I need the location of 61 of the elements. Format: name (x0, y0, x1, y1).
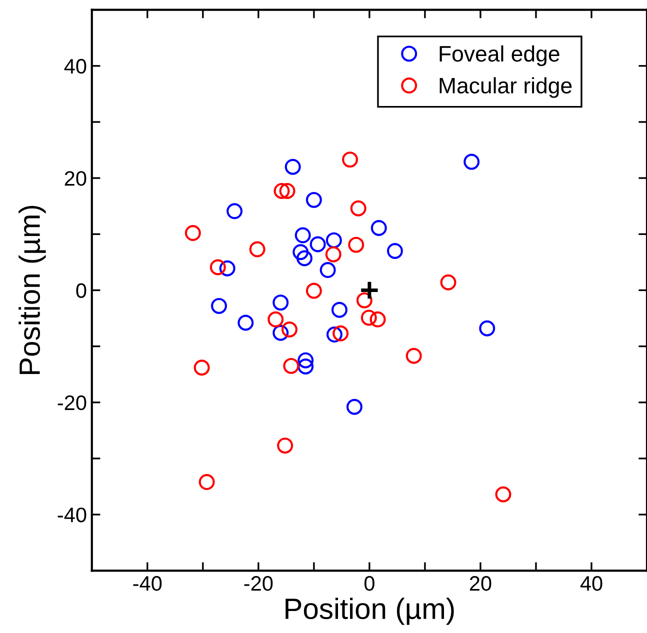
point (331, 302, 348, 318)
point (249, 241, 266, 258)
point (320, 262, 336, 278)
point (370, 311, 386, 328)
point (495, 486, 512, 502)
point (210, 259, 226, 276)
point (479, 320, 496, 336)
point (298, 358, 314, 374)
point (332, 325, 349, 342)
point (284, 158, 301, 175)
point (370, 220, 387, 236)
point (406, 348, 422, 364)
point (306, 192, 322, 208)
point (360, 310, 377, 326)
point (440, 274, 456, 290)
point (272, 294, 289, 311)
point (350, 200, 366, 216)
point (282, 322, 298, 338)
legend-label: Macular ridge (440, 77, 572, 98)
y-tick-label: -20 (58, 395, 86, 410)
point (198, 474, 215, 490)
point (219, 260, 236, 276)
x-tick-label: 0 (364, 576, 374, 591)
point (292, 244, 309, 260)
x-tick-label: -40 (133, 576, 162, 591)
y-tick-label: 20 (64, 171, 86, 186)
y-axis-title: Position (µm) (18, 206, 46, 374)
point (326, 326, 342, 343)
point (306, 282, 322, 299)
point (464, 154, 480, 170)
point (279, 182, 296, 199)
point (268, 311, 284, 328)
point (283, 358, 300, 374)
point (342, 152, 358, 168)
point (294, 227, 311, 244)
x-tick-label: -20 (244, 576, 273, 591)
point (348, 236, 364, 253)
point (356, 292, 372, 308)
point (211, 298, 227, 314)
point (277, 438, 294, 454)
x-tick-label: 40 (580, 576, 602, 591)
point (184, 225, 201, 242)
point (274, 182, 290, 199)
legend-label: Foveal edge (440, 45, 560, 66)
point (238, 314, 254, 331)
x-axis-title: Position (µm) (286, 598, 454, 625)
x-tick-label: 20 (470, 576, 492, 591)
point (386, 242, 403, 259)
point (272, 324, 289, 341)
point (296, 250, 312, 266)
point (359, 280, 380, 300)
point (326, 232, 342, 248)
point (325, 246, 342, 262)
y-tick-label: 40 (64, 58, 86, 74)
y-tick-label: -40 (58, 508, 86, 522)
point (194, 360, 210, 376)
point (298, 352, 314, 368)
point (310, 236, 326, 252)
y-tick-label: 0 (76, 283, 86, 298)
point (346, 398, 362, 415)
point (226, 203, 243, 220)
